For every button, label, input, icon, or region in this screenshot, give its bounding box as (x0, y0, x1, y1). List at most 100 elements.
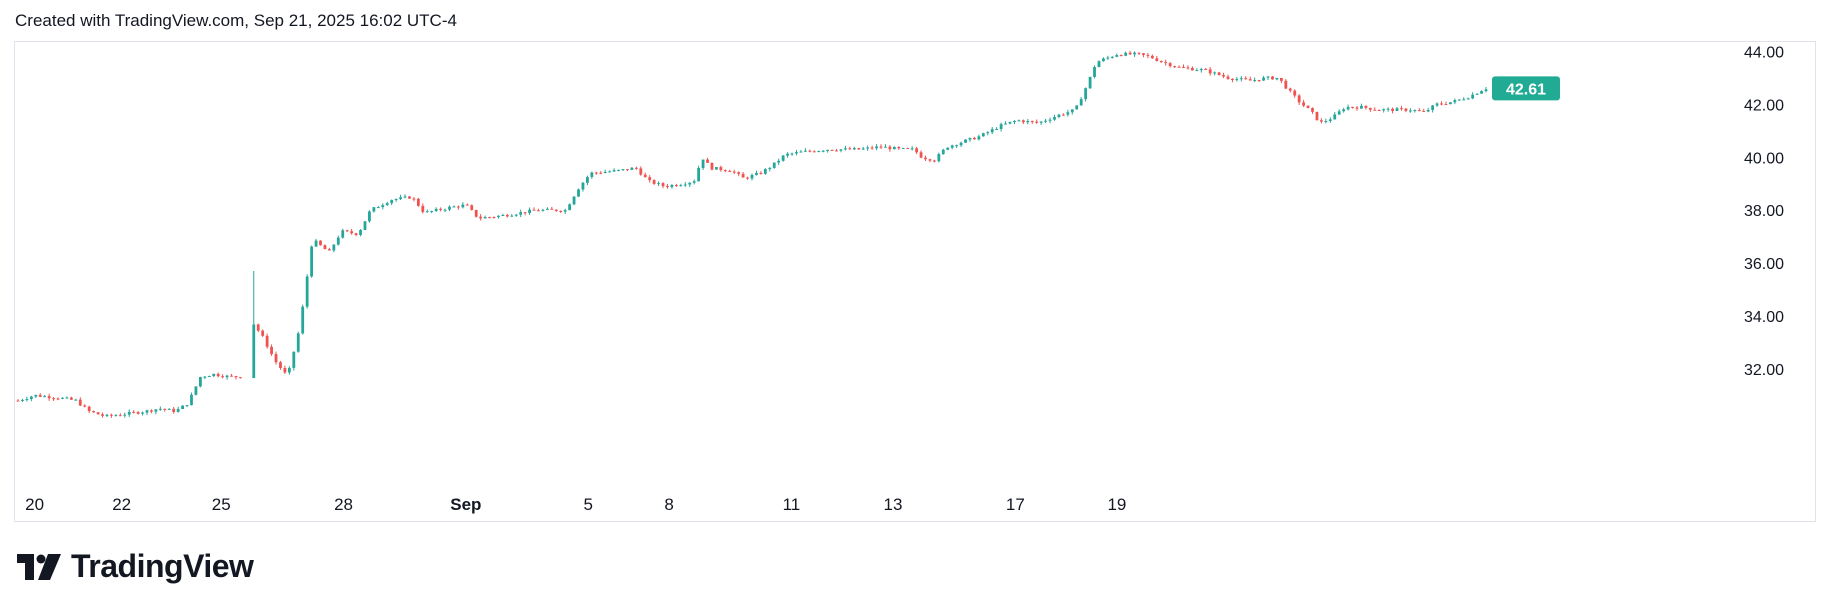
candle-body (719, 167, 723, 171)
candle-body (216, 373, 220, 377)
candle-body (1195, 70, 1199, 72)
candle-body (1484, 89, 1488, 92)
candle-body (1102, 58, 1105, 62)
candle-body (1257, 79, 1261, 81)
candle-body (1133, 52, 1136, 55)
candle-body (990, 129, 994, 133)
candle-body (1382, 109, 1386, 111)
candle-body (679, 185, 683, 187)
x-tick-label: Sep (450, 495, 481, 514)
candle-body (457, 206, 460, 208)
candle-body (123, 414, 127, 416)
candle-body (207, 376, 211, 378)
candle-body (1297, 95, 1301, 103)
candle-body (1186, 67, 1190, 69)
candle-body (381, 205, 385, 208)
candle-body (808, 150, 812, 152)
candle-body (1030, 120, 1034, 122)
candle-body (345, 230, 349, 232)
candle-body (167, 408, 171, 410)
candle-body (1110, 56, 1114, 58)
candle-body (621, 169, 625, 171)
candle-body (359, 230, 362, 236)
candle-body (732, 171, 736, 173)
candle-body (1351, 106, 1354, 108)
candle-body (443, 209, 447, 211)
candle-body (586, 176, 589, 183)
x-tick-label: 28 (334, 495, 353, 514)
candle-body (1061, 114, 1065, 116)
candle-body (430, 211, 434, 213)
candle-body (1164, 62, 1168, 64)
candle-body (87, 406, 91, 412)
candle-body (572, 196, 576, 205)
candle-body (755, 172, 758, 176)
candle-body (363, 221, 367, 231)
candle-body (314, 240, 318, 247)
candle-body (1239, 78, 1243, 80)
candle-body (336, 237, 340, 245)
candle-body (408, 196, 411, 199)
candle-body (897, 146, 901, 149)
price-chart-svg[interactable]: 32.00 34.00 36.00 38.00 40.00 42.00 44.00 20 22… (14, 41, 1816, 522)
candle-body (225, 375, 229, 378)
candle-body (176, 408, 180, 412)
candle-body (1017, 120, 1021, 122)
candle-body (932, 160, 936, 162)
candle-body (866, 147, 870, 149)
candle-body (1373, 109, 1377, 111)
candle-body (523, 212, 527, 214)
candle-body (323, 245, 327, 250)
candle-body (283, 367, 287, 373)
candle-body (16, 400, 20, 402)
candle-body (852, 148, 856, 150)
candle-body (906, 148, 910, 150)
candle-body (1168, 63, 1172, 67)
chart-frame (14, 41, 1816, 522)
candle-body (999, 124, 1003, 129)
candle-body (581, 182, 585, 190)
candle-body (132, 411, 136, 413)
candles-group (16, 50, 1488, 418)
candle-body (737, 172, 741, 174)
candle-body (305, 276, 309, 307)
candle-body (599, 172, 603, 174)
candle-body (1217, 72, 1221, 76)
candle-body (995, 128, 999, 130)
candle-body (474, 209, 478, 217)
candle-body (901, 148, 905, 150)
candle-body (612, 170, 616, 172)
candle-body (239, 377, 242, 379)
candle-body (1328, 119, 1332, 121)
candle-body (786, 153, 789, 156)
candle-body (510, 215, 514, 217)
candle-body (1057, 114, 1061, 118)
candle-body (1462, 99, 1466, 101)
candle-body (136, 411, 140, 414)
candle-body (519, 212, 523, 215)
candle-body (1244, 78, 1248, 80)
candle-body (648, 177, 652, 181)
candle-body (492, 217, 496, 219)
candle-body (1088, 76, 1092, 89)
price-chart[interactable]: 32.00 34.00 36.00 38.00 40.00 42.00 44.00 20 22… (14, 41, 1816, 522)
candle-body (29, 396, 33, 400)
candle-body (670, 185, 674, 188)
candle-body (643, 174, 647, 178)
candle-body (946, 147, 950, 150)
x-axis: 20 22 25 28 Sep 5 8 11 13 17 19 (25, 495, 1126, 514)
candle-body (1453, 100, 1457, 103)
candle-body (38, 394, 42, 397)
candle-body (25, 399, 29, 401)
candle-body (1177, 66, 1181, 68)
candle-body (1337, 111, 1341, 115)
candle-body (43, 396, 47, 398)
candle-body (230, 375, 233, 377)
candle-body (986, 132, 990, 134)
x-tick-label: 5 (583, 495, 592, 514)
candle-body (105, 414, 109, 416)
candle-body (759, 172, 763, 174)
candle-body (78, 399, 82, 406)
candle-body (844, 148, 847, 150)
candle-body (652, 180, 656, 184)
